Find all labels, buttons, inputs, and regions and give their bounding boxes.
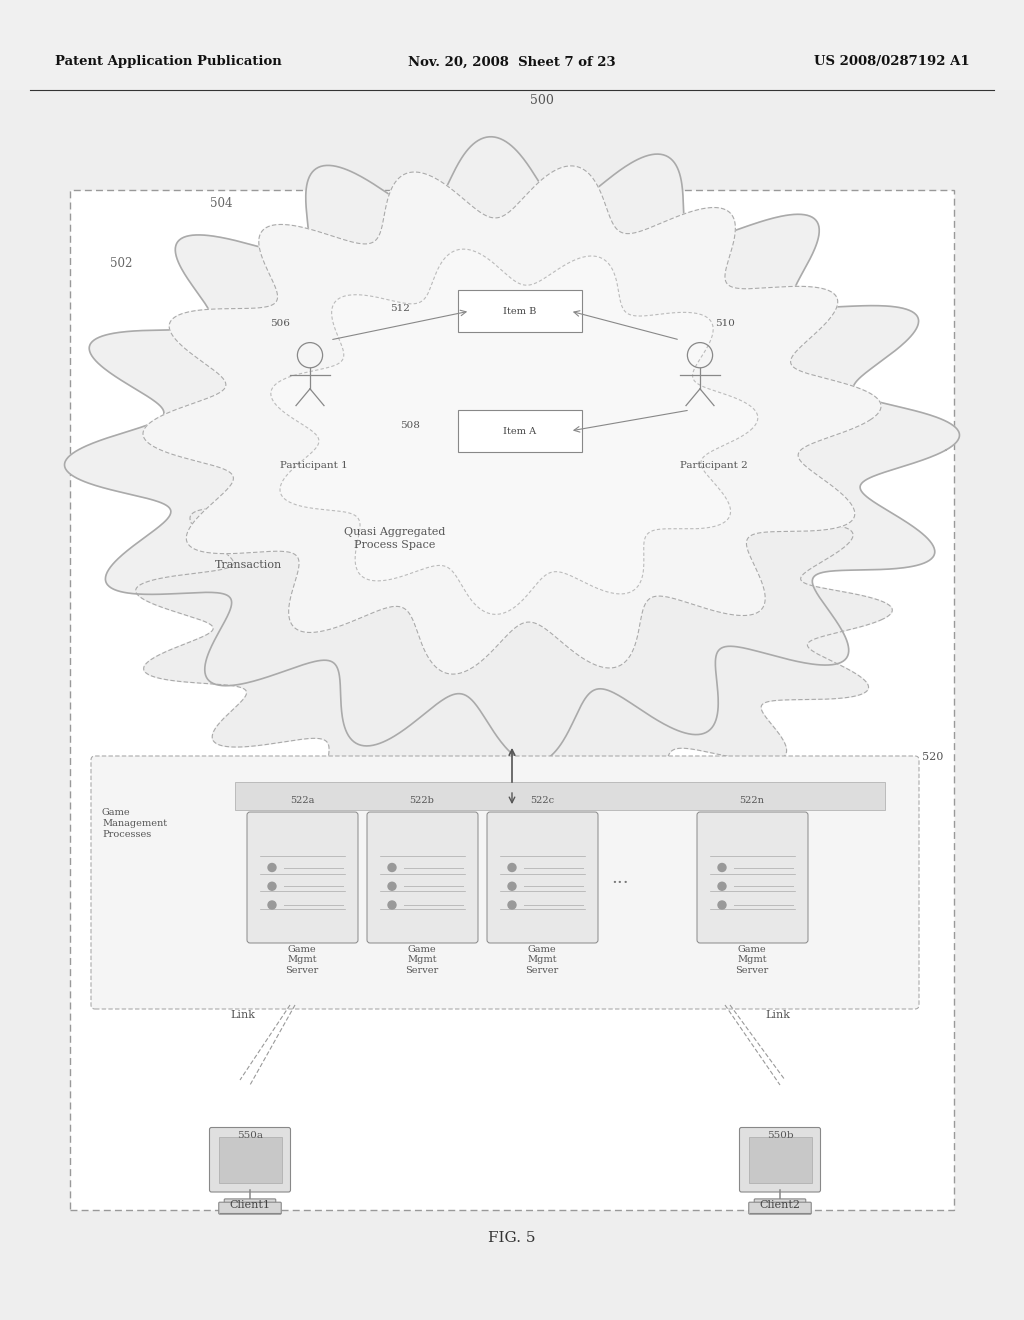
Circle shape [718,863,726,871]
Circle shape [268,882,276,890]
Text: 550a: 550a [237,1131,263,1140]
FancyBboxPatch shape [234,781,885,810]
Text: 504: 504 [210,197,232,210]
Text: FIG. 5: FIG. 5 [488,1232,536,1245]
Text: Item A: Item A [504,426,537,436]
FancyBboxPatch shape [749,1203,811,1214]
Text: Game
Mgmt
Server: Game Mgmt Server [525,945,559,974]
FancyBboxPatch shape [247,812,358,942]
Text: 550b: 550b [767,1131,794,1140]
Text: Transaction: Transaction [215,560,283,570]
Text: 520: 520 [922,752,943,762]
Circle shape [508,902,516,909]
FancyBboxPatch shape [224,1199,275,1208]
Circle shape [388,882,396,890]
Text: Link: Link [765,1010,790,1020]
FancyBboxPatch shape [0,0,1024,90]
Text: US 2008/0287192 A1: US 2008/0287192 A1 [814,55,970,69]
Circle shape [508,882,516,890]
Text: 506: 506 [270,319,290,327]
Text: Participant 2: Participant 2 [680,461,748,470]
Text: Nov. 20, 2008  Sheet 7 of 23: Nov. 20, 2008 Sheet 7 of 23 [409,55,615,69]
Polygon shape [143,166,881,675]
FancyBboxPatch shape [70,190,954,1210]
FancyBboxPatch shape [749,1137,811,1183]
Text: Client2: Client2 [760,1200,801,1210]
Text: 522a: 522a [290,796,314,805]
Text: 522c: 522c [530,796,554,805]
Circle shape [718,882,726,890]
Text: Link: Link [230,1010,255,1020]
Circle shape [508,863,516,871]
Circle shape [388,863,396,871]
FancyBboxPatch shape [210,1127,291,1192]
Text: Game
Mgmt
Server: Game Mgmt Server [406,945,438,974]
FancyBboxPatch shape [219,1203,282,1214]
Circle shape [388,902,396,909]
Text: 512: 512 [390,304,410,313]
Text: 508: 508 [400,421,420,430]
Text: 500: 500 [530,94,554,107]
Text: Participant 1: Participant 1 [280,461,348,470]
Text: Game
Management
Processes: Game Management Processes [102,808,167,840]
Text: ...: ... [611,869,629,887]
Text: Quasi Aggregated
Process Space: Quasi Aggregated Process Space [344,527,445,550]
Circle shape [268,902,276,909]
Circle shape [268,863,276,871]
FancyBboxPatch shape [367,812,478,942]
Text: Item B: Item B [504,306,537,315]
Polygon shape [270,249,758,614]
Text: Patent Application Publication: Patent Application Publication [55,55,282,69]
Circle shape [718,902,726,909]
Polygon shape [65,137,959,763]
FancyBboxPatch shape [458,411,582,451]
Text: 502: 502 [110,257,132,271]
Text: Game
Mgmt
Server: Game Mgmt Server [286,945,318,974]
FancyBboxPatch shape [487,812,598,942]
FancyBboxPatch shape [739,1127,820,1192]
Text: 510: 510 [715,319,735,327]
FancyBboxPatch shape [755,1199,806,1208]
Text: Game
Mgmt
Server: Game Mgmt Server [735,945,769,974]
Text: 522b: 522b [410,796,434,805]
FancyBboxPatch shape [697,812,808,942]
FancyBboxPatch shape [0,90,1024,1320]
FancyBboxPatch shape [218,1137,282,1183]
Text: 522n: 522n [739,796,765,805]
FancyBboxPatch shape [458,290,582,333]
FancyBboxPatch shape [91,756,919,1008]
Text: Client1: Client1 [229,1200,270,1210]
Polygon shape [136,426,892,816]
